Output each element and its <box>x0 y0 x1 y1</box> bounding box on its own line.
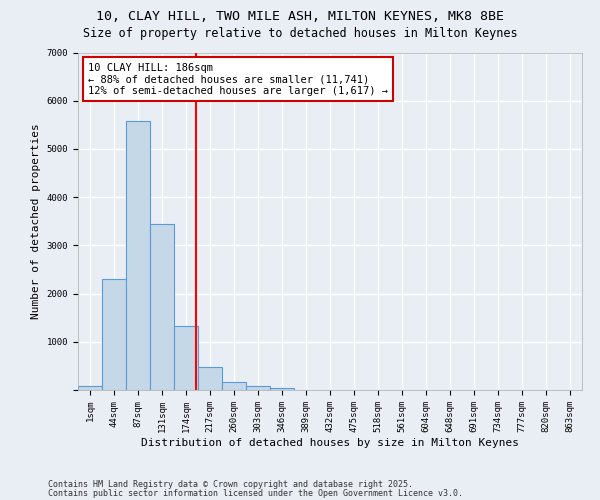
Text: 10 CLAY HILL: 186sqm
← 88% of detached houses are smaller (11,741)
12% of semi-d: 10 CLAY HILL: 186sqm ← 88% of detached h… <box>88 62 388 96</box>
Bar <box>174 326 198 390</box>
Text: Contains public sector information licensed under the Open Government Licence v3: Contains public sector information licen… <box>48 488 463 498</box>
Bar <box>126 121 150 390</box>
Bar <box>246 386 270 390</box>
Y-axis label: Number of detached properties: Number of detached properties <box>31 124 41 319</box>
Bar <box>150 224 174 390</box>
Bar <box>198 367 222 390</box>
X-axis label: Distribution of detached houses by size in Milton Keynes: Distribution of detached houses by size … <box>141 438 519 448</box>
Text: Size of property relative to detached houses in Milton Keynes: Size of property relative to detached ho… <box>83 28 517 40</box>
Text: 10, CLAY HILL, TWO MILE ASH, MILTON KEYNES, MK8 8BE: 10, CLAY HILL, TWO MILE ASH, MILTON KEYN… <box>96 10 504 23</box>
Bar <box>78 386 102 390</box>
Bar <box>102 279 126 390</box>
Text: Contains HM Land Registry data © Crown copyright and database right 2025.: Contains HM Land Registry data © Crown c… <box>48 480 413 489</box>
Bar <box>222 382 246 390</box>
Bar <box>270 388 294 390</box>
